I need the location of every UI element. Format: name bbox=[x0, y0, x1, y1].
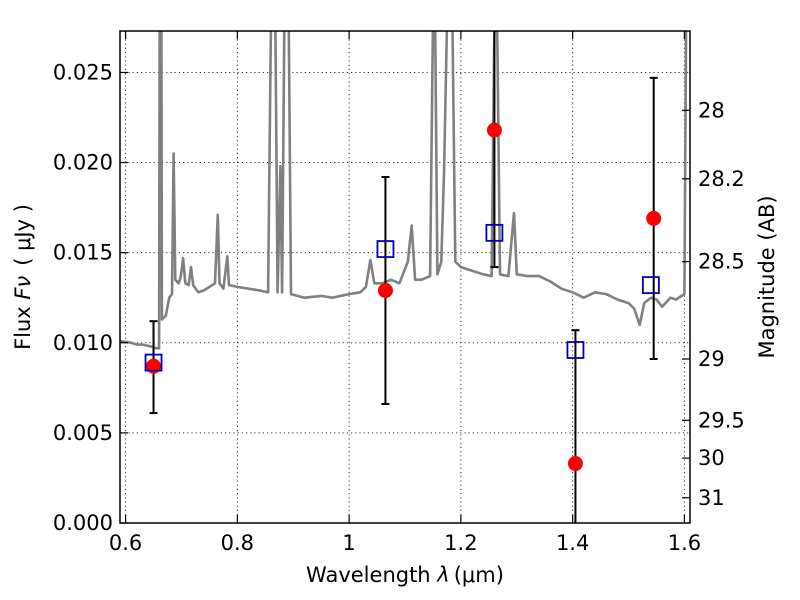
flux-point bbox=[567, 456, 583, 472]
y-tick-label: 0.025 bbox=[53, 60, 113, 84]
y2-tick-label: 31 bbox=[698, 486, 725, 510]
model-square bbox=[485, 223, 504, 242]
y-tick-label: 0.000 bbox=[53, 511, 113, 535]
flux-point bbox=[646, 210, 662, 226]
y-tick-label: 0.015 bbox=[53, 241, 113, 265]
model-square bbox=[144, 353, 163, 372]
x-tick-label: 0.8 bbox=[221, 531, 254, 555]
axis-ticks: 0.6 0.8 1 1.2 1.4 1.6 0.000 0.005 0.010 0.015 0.02… bbox=[53, 31, 745, 555]
plot-frame bbox=[119, 30, 691, 524]
model-spectrum bbox=[120, 31, 688, 350]
model-square bbox=[641, 276, 660, 295]
x-tick-label: 1.2 bbox=[444, 531, 477, 555]
y-tick-label: 0.020 bbox=[53, 151, 113, 175]
model-square bbox=[376, 240, 395, 258]
y-tick-label: 0.010 bbox=[53, 331, 113, 355]
y2-tick-label: 30 bbox=[698, 446, 725, 470]
model-square bbox=[566, 341, 585, 359]
y2-tick-label: 29 bbox=[698, 347, 725, 371]
x-axis-label: Wavelength λ (μm) bbox=[306, 563, 504, 587]
model-flux-squares bbox=[144, 223, 660, 372]
y2-axis-label: Magnitude (AB) bbox=[755, 195, 779, 358]
grid-lines bbox=[120, 31, 690, 524]
flux-point bbox=[377, 283, 393, 299]
y2-tick-label: 28 bbox=[698, 98, 725, 122]
x-tick-label: 0.6 bbox=[109, 531, 142, 555]
spectrum-line bbox=[120, 31, 688, 350]
y2-tick-label: 28.2 bbox=[698, 167, 745, 191]
y2-tick-label: 28.5 bbox=[698, 250, 745, 274]
y2-tick-label: 29.5 bbox=[698, 408, 745, 432]
x-tick-label: 1.6 bbox=[668, 531, 701, 555]
x-tick-label: 1.4 bbox=[556, 531, 589, 555]
flux-point bbox=[486, 122, 502, 138]
y-axis-label: Flux Fν( μJy ) bbox=[11, 204, 35, 350]
y-tick-label: 0.005 bbox=[53, 421, 113, 445]
x-tick-label: 1 bbox=[342, 531, 355, 555]
